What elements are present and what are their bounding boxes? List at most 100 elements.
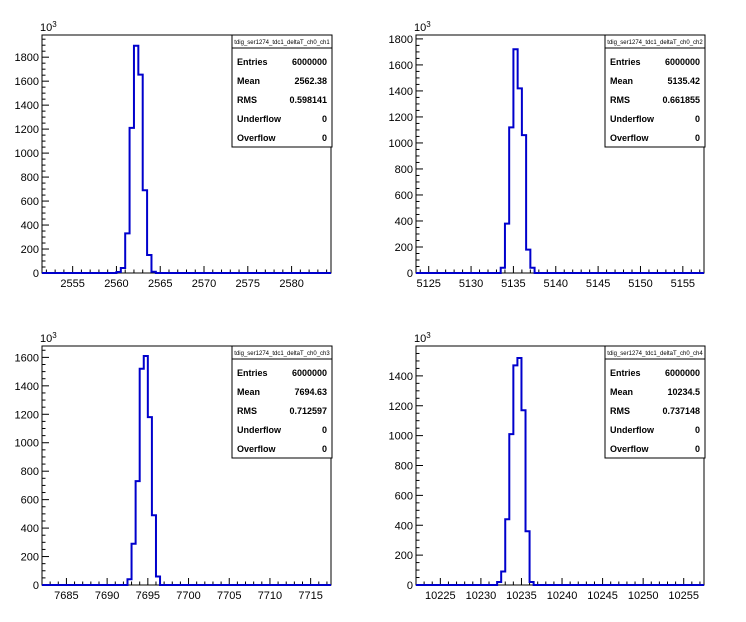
y-tick-label: 1400 bbox=[15, 100, 39, 112]
y-tick-label: 1600 bbox=[15, 76, 39, 88]
y-exponent-label: 103 bbox=[414, 331, 431, 345]
x-tick-label: 2575 bbox=[236, 278, 260, 290]
stats-value: 6000000 bbox=[665, 368, 700, 378]
x-tick-label: 7690 bbox=[95, 590, 119, 602]
y-tick-label: 200 bbox=[395, 550, 413, 562]
stats-value: 10234.5 bbox=[667, 387, 700, 397]
stats-label: Entries bbox=[610, 57, 641, 67]
y-tick-label: 800 bbox=[395, 461, 413, 473]
x-tick-label: 5145 bbox=[586, 278, 610, 290]
y-tick-label: 1400 bbox=[15, 381, 39, 393]
x-tick-label: 5140 bbox=[544, 278, 568, 290]
y-tick-label: 200 bbox=[21, 552, 39, 564]
stats-value: 0.737148 bbox=[662, 406, 700, 416]
x-tick-label: 10230 bbox=[466, 590, 497, 602]
y-exponent-label: 103 bbox=[414, 20, 431, 34]
y-tick-label: 0 bbox=[407, 580, 413, 592]
stats-value: 0 bbox=[695, 133, 700, 143]
y-tick-label: 1000 bbox=[15, 438, 39, 450]
stats-label: RMS bbox=[610, 406, 630, 416]
histogram-line bbox=[416, 48, 704, 274]
histogram-line bbox=[416, 356, 704, 586]
stats-value: 6000000 bbox=[665, 57, 700, 67]
stats-value: 5135.42 bbox=[667, 76, 700, 86]
stats-value: 0 bbox=[322, 114, 327, 124]
stats-box: tdig_ser1274_tdc1_deltaT_ch0_ch3 Entries 6… bbox=[231, 345, 333, 459]
y-exponent-label: 103 bbox=[40, 20, 57, 34]
stats-value: 0 bbox=[695, 114, 700, 124]
x-tick-label: 5130 bbox=[459, 278, 483, 290]
x-tick-label: 7705 bbox=[217, 590, 241, 602]
y-tick-label: 1200 bbox=[15, 409, 39, 421]
stats-box-frame bbox=[604, 345, 706, 459]
y-tick-label: 800 bbox=[395, 164, 413, 176]
x-tick-label: 5125 bbox=[416, 278, 440, 290]
x-tick-label: 7685 bbox=[54, 590, 78, 602]
x-tick-label: 2555 bbox=[60, 278, 84, 290]
stats-value: 0.661855 bbox=[662, 95, 700, 105]
y-tick-label: 1000 bbox=[389, 431, 413, 443]
y-tick-label: 1000 bbox=[15, 148, 39, 160]
stats-value: 0 bbox=[695, 444, 700, 454]
stats-box-frame bbox=[604, 34, 706, 148]
stats-value: 2562.38 bbox=[294, 76, 327, 86]
stats-label: RMS bbox=[237, 95, 257, 105]
stats-value: 6000000 bbox=[292, 57, 327, 67]
y-tick-label: 1600 bbox=[15, 352, 39, 364]
y-tick-label: 1800 bbox=[15, 52, 39, 64]
x-tick-label: 10245 bbox=[587, 590, 618, 602]
y-tick-label: 600 bbox=[395, 490, 413, 502]
y-tick-label: 0 bbox=[33, 268, 39, 280]
y-tick-label: 800 bbox=[21, 172, 39, 184]
y-tick-label: 1600 bbox=[389, 60, 413, 72]
x-tick-label: 7700 bbox=[176, 590, 200, 602]
stats-label: Entries bbox=[610, 368, 641, 378]
x-tick-label: 2570 bbox=[192, 278, 216, 290]
stats-value: 0.598141 bbox=[289, 95, 327, 105]
stats-label: Overflow bbox=[610, 444, 650, 454]
x-tick-label: 5135 bbox=[501, 278, 525, 290]
stats-title: tdig_ser1274_tdc1_deltaT_ch0_ch1 bbox=[234, 40, 330, 46]
x-tick-label: 2560 bbox=[104, 278, 128, 290]
stats-label: Overflow bbox=[237, 133, 277, 143]
histogram-line bbox=[42, 354, 331, 586]
stats-box: tdig_ser1274_tdc1_deltaT_ch0_ch2 Entries 6… bbox=[604, 34, 706, 148]
histogram-line bbox=[42, 44, 331, 274]
stats-label: Overflow bbox=[237, 444, 277, 454]
stats-value: 0 bbox=[322, 133, 327, 143]
stats-label: Entries bbox=[237, 368, 268, 378]
stats-label: Underflow bbox=[610, 425, 655, 435]
y-tick-label: 400 bbox=[21, 523, 39, 535]
stats-label: RMS bbox=[237, 406, 257, 416]
y-tick-label: 1200 bbox=[15, 124, 39, 136]
x-tick-label: 5155 bbox=[671, 278, 695, 290]
x-tick-label: 2580 bbox=[279, 278, 303, 290]
x-tick-label: 7710 bbox=[258, 590, 282, 602]
stats-title: tdig_ser1274_tdc1_deltaT_ch0_ch4 bbox=[607, 351, 703, 357]
x-tick-label: 10255 bbox=[668, 590, 699, 602]
stats-title: tdig_ser1274_tdc1_deltaT_ch0_ch3 bbox=[234, 351, 330, 357]
x-tick-label: 10235 bbox=[506, 590, 537, 602]
stats-label: Entries bbox=[237, 57, 268, 67]
y-tick-label: 200 bbox=[21, 244, 39, 256]
stats-box-frame bbox=[231, 345, 333, 459]
y-tick-label: 800 bbox=[21, 466, 39, 478]
histogram-panel-2: 5125 5130 5135 5140 5145 5150 5155 0 200 400 600 80… bbox=[389, 20, 706, 290]
stats-label: Underflow bbox=[610, 114, 655, 124]
y-tick-label: 1800 bbox=[389, 34, 413, 46]
stats-label: Underflow bbox=[237, 114, 282, 124]
histogram-panel-3: 7685 7690 7695 7700 7705 7710 7715 0 200 400 600 80… bbox=[15, 331, 333, 602]
x-tick-label: 10240 bbox=[547, 590, 578, 602]
y-tick-label: 1200 bbox=[389, 401, 413, 413]
stats-label: RMS bbox=[610, 95, 630, 105]
x-tick-label: 5150 bbox=[628, 278, 652, 290]
stats-box: tdig_ser1274_tdc1_deltaT_ch0_ch4 Entries 6… bbox=[604, 345, 706, 459]
stats-value: 0.712597 bbox=[289, 406, 327, 416]
y-tick-label: 0 bbox=[33, 580, 39, 592]
y-tick-label: 200 bbox=[395, 242, 413, 254]
x-tick-label: 10225 bbox=[425, 590, 456, 602]
stats-label: Mean bbox=[237, 76, 260, 86]
y-tick-label: 600 bbox=[395, 190, 413, 202]
stats-value: 0 bbox=[695, 425, 700, 435]
